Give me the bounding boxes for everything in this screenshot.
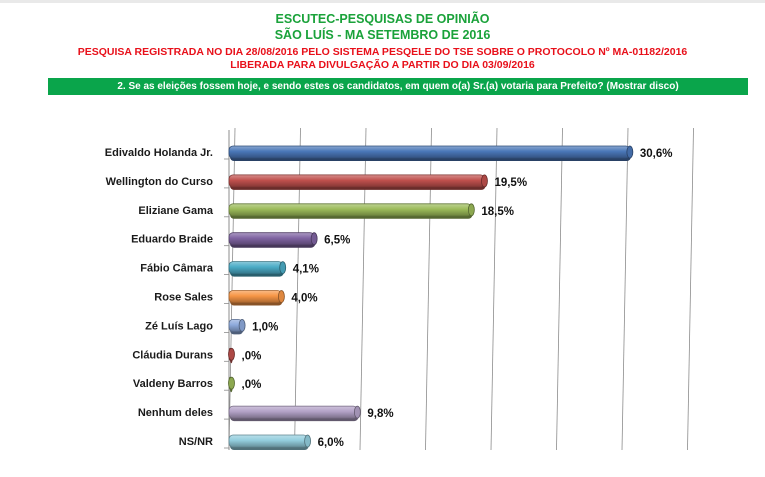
value-label: 19,5% — [494, 177, 527, 189]
value-label: ,0% — [242, 350, 262, 362]
gridline — [556, 127, 563, 451]
bar — [228, 405, 358, 419]
registration-note: PESQUISA REGISTRADA NO DIA 28/08/2016 PE… — [77, 46, 688, 58]
value-label: 4,1% — [293, 264, 319, 276]
bar-cap — [304, 434, 312, 448]
value-label: 18,5% — [481, 206, 514, 218]
category-label: Valdeny Barros — [133, 378, 213, 390]
bar-cap — [279, 261, 287, 275]
bar-cap — [353, 405, 361, 419]
report-subtitle: SÃO LUÍS - MA SETEMBRO DE 2016 — [274, 28, 491, 42]
question-banner: 2. Se as eleições fossem hoje, e sendo e… — [48, 78, 748, 95]
bar-cap — [277, 290, 285, 303]
bar — [228, 145, 631, 159]
category-label: Nenhum deles — [138, 407, 213, 419]
top-strip — [0, 0, 765, 3]
bar-cap — [467, 203, 475, 217]
bar — [228, 232, 315, 246]
value-label: 30,6% — [640, 148, 673, 160]
category-label: NS/NR — [179, 436, 213, 448]
gridline — [621, 127, 629, 451]
bar-cap — [228, 376, 235, 390]
bar — [228, 290, 282, 303]
bar — [228, 434, 308, 448]
category-label: Wellington do Curso — [106, 176, 214, 188]
bar — [228, 174, 485, 188]
category-label: Edivaldo Holanda Jr. — [105, 147, 213, 159]
category-label: Rose Sales — [154, 292, 213, 304]
value-label: 6,5% — [324, 235, 350, 247]
bar-cap — [626, 145, 634, 159]
category-label: Eduardo Braide — [131, 234, 213, 246]
category-label: Cláudia Durans — [132, 349, 213, 361]
bar — [228, 203, 472, 217]
gridline — [490, 127, 498, 451]
gridline — [687, 127, 694, 451]
category-label: Zé Luís Lago — [145, 320, 213, 332]
category-label: Eliziane Gama — [138, 205, 213, 217]
bar-cap — [310, 232, 318, 246]
category-label: Fábio Câmara — [140, 263, 214, 275]
bar-cap — [228, 347, 235, 361]
value-label: 6,0% — [318, 437, 344, 449]
value-label: 4,0% — [291, 293, 317, 305]
value-label: ,0% — [242, 379, 262, 391]
value-label: 9,8% — [367, 408, 393, 420]
value-label: 1,0% — [252, 321, 278, 333]
release-note: LIBERADA PARA DIVULGAÇÃO A PARTIR DO DIA… — [230, 59, 535, 71]
bar-cap — [238, 318, 246, 332]
report-title: ESCUTEC-PESQUISAS DE OPINIÃO — [275, 12, 490, 26]
bar-cap — [481, 174, 488, 188]
bar — [228, 261, 284, 275]
